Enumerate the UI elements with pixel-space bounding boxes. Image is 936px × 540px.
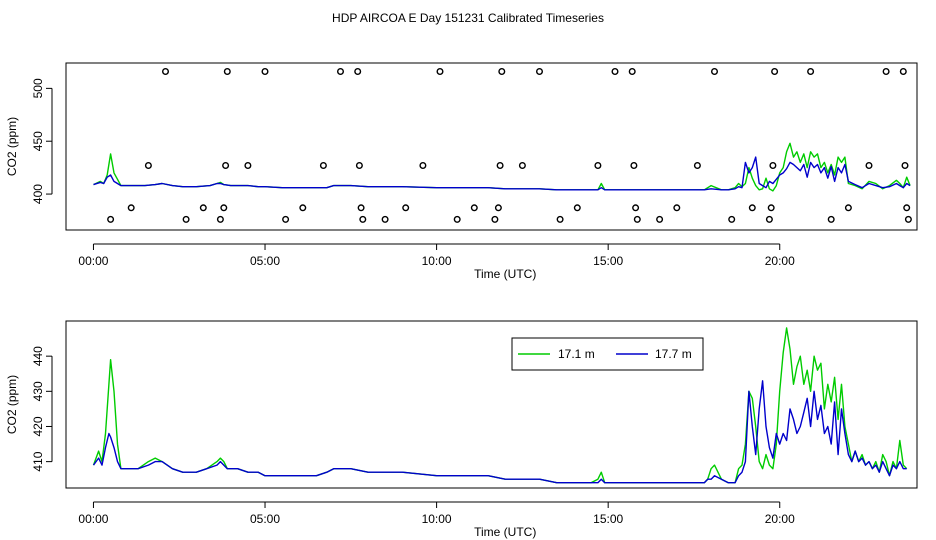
bottom-plot-frame (65, 320, 918, 489)
top-marker (693, 161, 701, 169)
top-marker (632, 204, 640, 212)
bottom-x-axis-label: Time (UTC) (474, 525, 536, 539)
top-marker (556, 215, 564, 223)
top-x-tick-label: 15:00 (593, 254, 623, 268)
bottom-y-axis-label: CO2 (ppm) (5, 375, 19, 434)
top-marker (728, 215, 736, 223)
top-y-tick-label: 500 (31, 78, 45, 98)
top-marker (419, 161, 427, 169)
top-marker (536, 67, 544, 75)
top-series-line-2 (93, 156, 911, 191)
top-marker (436, 67, 444, 75)
top-y-axis-label: CO2 (ppm) (5, 117, 19, 176)
top-marker (633, 215, 641, 223)
top-marker (573, 204, 581, 212)
bottom-x-tick-label: 15:00 (593, 512, 623, 526)
top-panel: 00:00 05:00 10:00 15:00 20:00 Time (UTC) 400 45… (5, 62, 918, 281)
top-marker (453, 215, 461, 223)
top-plot-frame (65, 62, 918, 231)
bottom-x-tick-label: 05:00 (250, 512, 280, 526)
top-marker (402, 204, 410, 212)
top-marker (765, 215, 773, 223)
top-marker (882, 67, 890, 75)
top-marker (594, 161, 602, 169)
bottom-y-tick-label: 430 (31, 381, 45, 401)
bottom-y-tick-label: 440 (31, 346, 45, 366)
legend-label-1: 17.1 m (558, 347, 595, 361)
bottom-series-line-2 (92, 380, 907, 484)
top-marker (107, 215, 115, 223)
top-marker (244, 161, 252, 169)
top-marker (496, 161, 504, 169)
top-marker (656, 215, 664, 223)
top-marker (498, 67, 506, 75)
top-x-tick-label: 00:00 (78, 254, 108, 268)
legend-label-2: 17.7 m (655, 347, 692, 361)
top-marker (261, 67, 269, 75)
top-marker (319, 161, 327, 169)
top-marker (903, 204, 911, 212)
top-marker (222, 161, 230, 169)
top-marker (673, 204, 681, 212)
bottom-x-tick-label: 20:00 (765, 512, 795, 526)
bottom-y-tick-label: 410 (31, 451, 45, 471)
top-marker (865, 161, 873, 169)
top-marker (630, 161, 638, 169)
top-marker (748, 204, 756, 212)
top-marker (901, 161, 909, 169)
top-marker (127, 204, 135, 212)
top-x-tick-label: 05:00 (250, 254, 280, 268)
top-marker (337, 67, 345, 75)
top-marker (827, 215, 835, 223)
top-marker (161, 67, 169, 75)
top-marker (354, 67, 362, 75)
top-marker (491, 215, 499, 223)
top-marker (611, 67, 619, 75)
top-marker (518, 161, 526, 169)
bottom-x-tick-label: 10:00 (422, 512, 452, 526)
top-marker (711, 67, 719, 75)
top-marker (216, 215, 224, 223)
top-x-tick-label: 10:00 (422, 254, 452, 268)
top-marker (182, 215, 190, 223)
top-marker (628, 67, 636, 75)
bottom-panel: 00:00 05:00 10:00 15:00 20:00 Time (UTC) 410 42… (5, 320, 918, 539)
top-x-axis-label: Time (UTC) (474, 267, 536, 281)
top-marker (381, 215, 389, 223)
top-marker (357, 204, 365, 212)
top-marker (299, 204, 307, 212)
top-marker (769, 161, 777, 169)
top-marker (144, 161, 152, 169)
bottom-series-line-1 (92, 327, 908, 484)
top-marker (223, 67, 231, 75)
top-marker (199, 204, 207, 212)
bottom-y-tick-label: 420 (31, 416, 45, 436)
top-marker (767, 204, 775, 212)
top-marker (807, 67, 815, 75)
top-x-tick-label: 20:00 (765, 254, 795, 268)
top-marker (844, 204, 852, 212)
bottom-x-tick-label: 00:00 (78, 512, 108, 526)
top-y-tick-label: 400 (31, 184, 45, 204)
top-marker (470, 204, 478, 212)
top-marker (771, 67, 779, 75)
figure-title: HDP AIRCOA E Day 151231 Calibrated Times… (332, 11, 604, 25)
top-y-tick-label: 450 (31, 131, 45, 151)
top-marker (359, 215, 367, 223)
top-marker (220, 204, 228, 212)
top-marker (899, 67, 907, 75)
top-marker (282, 215, 290, 223)
top-marker (904, 215, 912, 223)
top-marker (355, 161, 363, 169)
top-marker (494, 204, 502, 212)
